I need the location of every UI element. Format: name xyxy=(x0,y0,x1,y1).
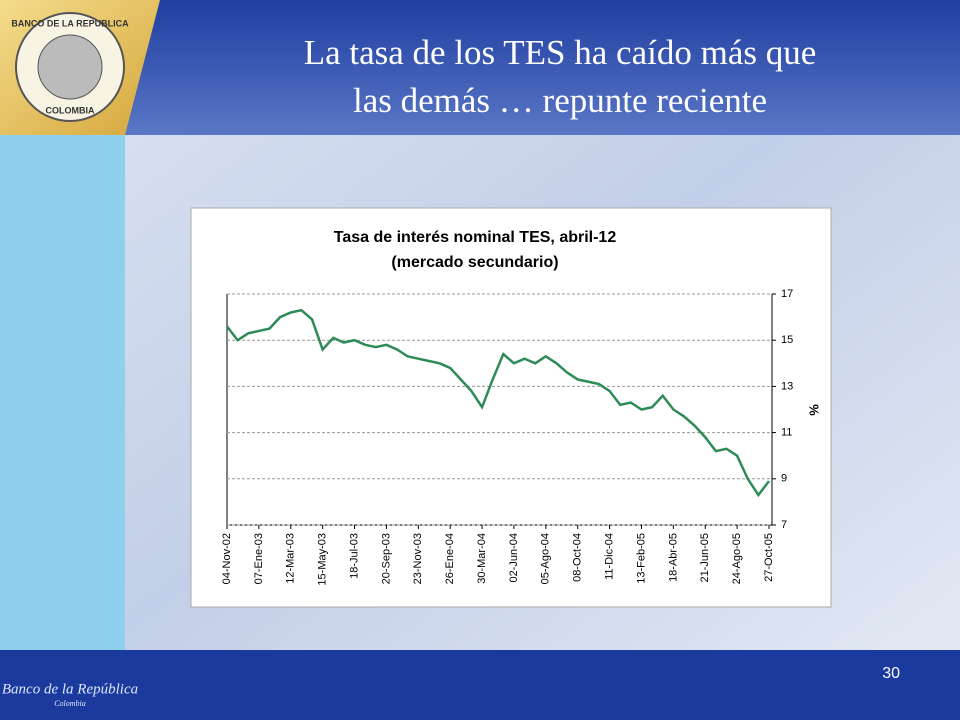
footer-logo: Banco de la República xyxy=(2,681,138,697)
logo-bottom: COLOMBIA xyxy=(46,105,95,115)
footer-logo-sub: Colombia xyxy=(54,699,86,708)
left-strip xyxy=(0,135,125,650)
y-tick-label: 9 xyxy=(781,473,787,485)
x-tick-label: 21-Jun-05 xyxy=(699,533,711,583)
x-tick-label: 05-Ago-04 xyxy=(540,533,552,584)
y-axis-label: % xyxy=(806,404,821,416)
y-tick-label: 13 xyxy=(781,380,793,392)
x-tick-label: 26-Ene-04 xyxy=(444,533,456,584)
y-tick-label: 7 xyxy=(781,519,787,531)
y-tick-label: 15 xyxy=(781,334,793,346)
page-number: 30 xyxy=(882,665,900,682)
bottom-band xyxy=(0,650,960,720)
x-tick-label: 18-Jul-03 xyxy=(348,533,360,579)
x-tick-label: 20-Sep-03 xyxy=(380,533,392,584)
chart-title: Tasa de interés nominal TES, abril-12 xyxy=(334,229,617,246)
x-tick-label: 30-Mar-04 xyxy=(476,533,488,584)
x-tick-label: 04-Nov-02 xyxy=(221,533,233,584)
data-line xyxy=(226,308,770,498)
chart-subtitle: (mercado secundario) xyxy=(391,254,558,271)
slide-title: La tasa de los TES ha caído más que xyxy=(304,33,817,72)
logo-head xyxy=(37,34,103,100)
x-tick-label: 08-Oct-04 xyxy=(572,533,584,582)
x-tick-label: 23-Nov-03 xyxy=(412,533,424,584)
top-band xyxy=(0,0,960,135)
chart-frame xyxy=(190,207,832,608)
x-tick-label: 13-Feb-05 xyxy=(635,533,647,584)
x-tick-label: 18-Abr-05 xyxy=(667,533,679,582)
y-tick-label: 11 xyxy=(781,427,792,439)
y-tick-label: 17 xyxy=(781,288,793,300)
slide-title: las demás … repunte reciente xyxy=(353,81,767,120)
x-tick-label: 07-Ene-03 xyxy=(253,533,265,584)
x-tick-label: 24-Ago-05 xyxy=(731,533,743,584)
x-tick-label: 11-Dic-04 xyxy=(603,533,615,580)
x-tick-label: 02-Jun-04 xyxy=(508,533,520,583)
x-tick-label: 12-Mar-03 xyxy=(285,533,297,584)
plot: 7 9 11 13 15 17 04-Nov-02 07-Ene-03 12-Mar-03 15-… xyxy=(221,288,793,586)
logo-top: BANCO DE LA REPUBLICA xyxy=(11,18,129,28)
x-tick-label: 15-May-03 xyxy=(317,533,329,586)
x-tick-label: 27-Oct-05 xyxy=(763,533,775,582)
